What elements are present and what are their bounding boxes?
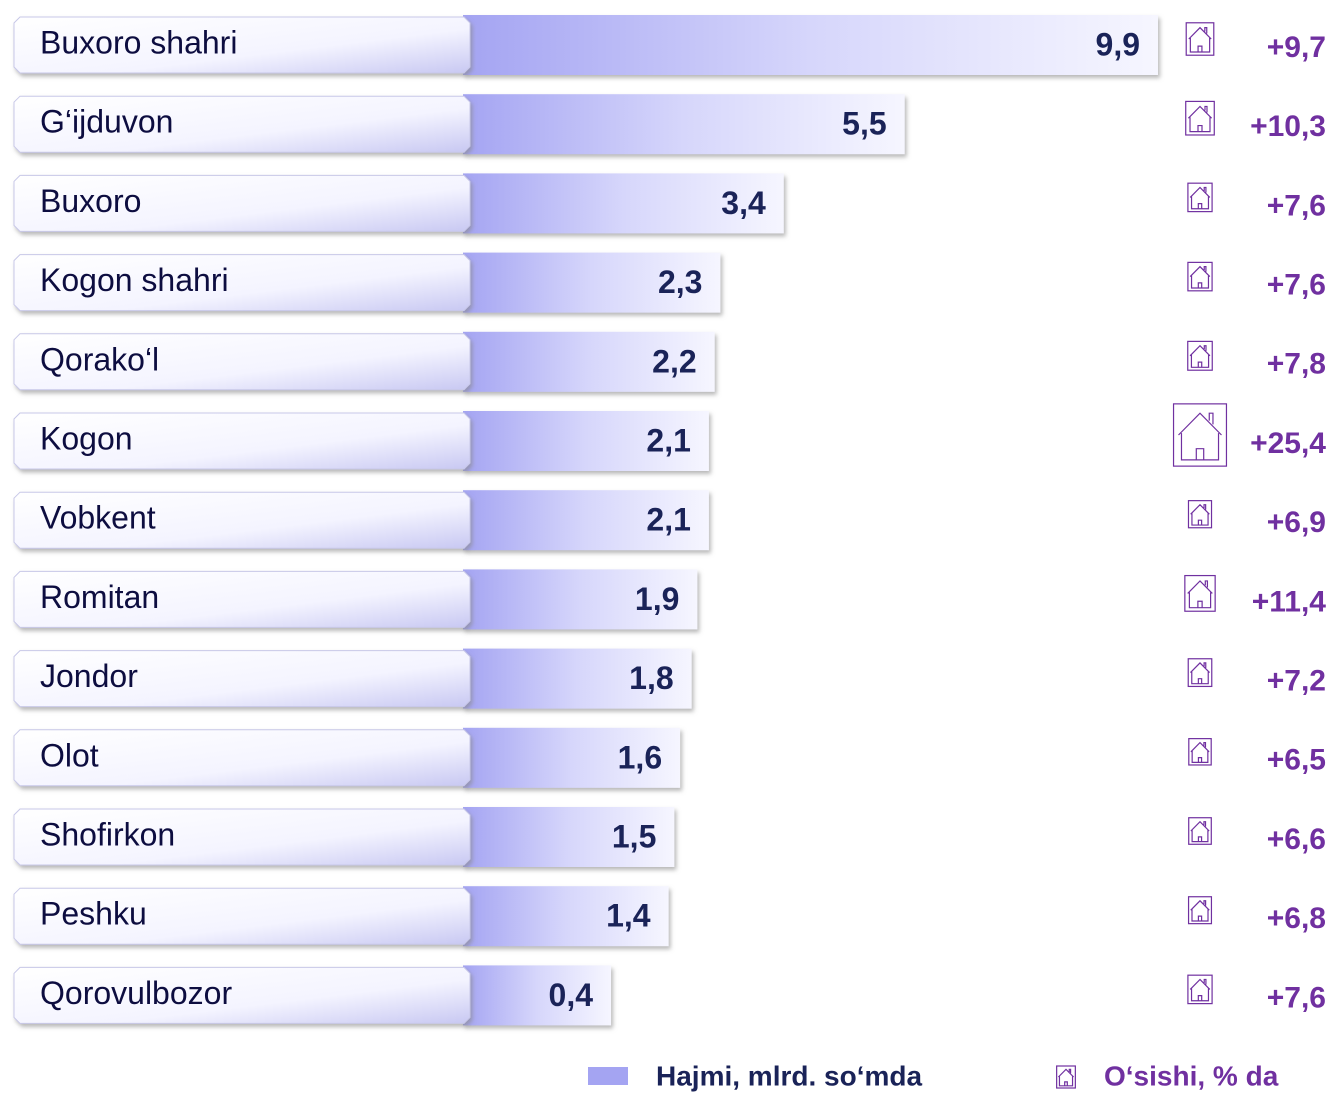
growth-icon (1185, 22, 1215, 56)
house-outline (1057, 1068, 1075, 1087)
legend-label: Hajmi, mlrd. so‘mda (656, 1060, 922, 1091)
growth-label: +11,4 (1252, 585, 1327, 618)
bar (463, 94, 905, 155)
growth-icon (1184, 574, 1216, 612)
value-label: 3,4 (721, 185, 766, 221)
value-label: 2,1 (646, 422, 690, 458)
house-outline (1190, 503, 1210, 526)
value-label: 1,8 (629, 660, 673, 696)
category-label: Buxoro shahri (40, 24, 237, 60)
category-box (13, 16, 471, 74)
bar (463, 15, 1158, 75)
bar (463, 173, 784, 234)
growth-label: +9,7 (1267, 31, 1326, 64)
bar (463, 886, 669, 947)
growth-label: +6,5 (1267, 744, 1326, 777)
bar (463, 252, 721, 313)
category-box (13, 887, 471, 945)
category-label: Qorako‘l (40, 341, 159, 377)
category-box (13, 333, 471, 391)
legend-swatch (588, 1067, 628, 1085)
house-outline (1189, 186, 1211, 210)
growth-icon (1187, 896, 1213, 925)
value-label: 9,9 (1096, 26, 1140, 62)
category-label: Vobkent (40, 500, 156, 536)
bar (463, 648, 692, 709)
legend-icon (1056, 1065, 1076, 1089)
house-outline (1189, 265, 1211, 289)
house-outline (1188, 26, 1212, 53)
house-outline (1190, 899, 1210, 922)
category-label: Shofirkon (40, 816, 175, 852)
value-label: 1,4 (606, 898, 651, 934)
growth-label: +7,2 (1267, 665, 1326, 698)
growth-icon (1172, 403, 1228, 467)
category-box (13, 729, 471, 787)
growth-icon (1188, 817, 1212, 845)
growth-icon (1187, 182, 1213, 213)
growth-label: +6,8 (1267, 902, 1326, 935)
house-outline (1189, 344, 1211, 368)
category-box (13, 254, 471, 312)
value-label: 2,2 (652, 343, 696, 379)
value-label: 2,1 (646, 502, 690, 538)
value-label: 2,3 (658, 264, 702, 300)
category-box (13, 491, 471, 549)
bar (463, 727, 681, 788)
growth-icon (1187, 500, 1213, 529)
legend-label: O‘sishi, % da (1104, 1060, 1279, 1091)
house-outline (1187, 105, 1213, 133)
category-box (13, 808, 471, 866)
category-label: Kogon shahri (40, 262, 229, 298)
category-label: Kogon (40, 420, 133, 456)
growth-label: +7,8 (1267, 348, 1326, 381)
growth-icon (1187, 261, 1213, 292)
growth-icon (1187, 658, 1213, 688)
growth-label: +25,4 (1250, 427, 1326, 460)
growth-icon (1185, 100, 1215, 136)
growth-label: +7,6 (1267, 269, 1326, 302)
house-outline (1190, 662, 1210, 685)
value-label: 5,5 (842, 106, 886, 142)
category-box (13, 570, 471, 628)
house-outline (1178, 412, 1222, 461)
growth-label: +6,6 (1267, 823, 1326, 856)
house-outline (1187, 580, 1213, 609)
category-box (13, 95, 471, 153)
category-label: Peshku (40, 896, 147, 932)
growth-label: +6,9 (1267, 506, 1326, 539)
category-box (13, 650, 471, 708)
house-frame (1172, 403, 1228, 467)
house-outline (1190, 820, 1210, 843)
category-box (13, 174, 471, 232)
house-outline (1190, 741, 1210, 763)
growth-label: +10,3 (1250, 110, 1326, 143)
growth-icon (1187, 974, 1213, 1005)
growth-label: +7,6 (1267, 189, 1326, 222)
category-label: Jondor (40, 658, 138, 694)
growth-label: +7,6 (1267, 981, 1326, 1014)
value-label: 1,5 (612, 818, 656, 854)
category-label: Olot (40, 737, 99, 773)
value-label: 1,6 (618, 739, 662, 775)
growth-icon (1187, 340, 1213, 371)
value-label: 0,4 (549, 977, 594, 1013)
bar (463, 411, 709, 471)
bar (463, 331, 715, 392)
growth-icon (1188, 738, 1212, 766)
category-label: G‘ijduvon (40, 104, 173, 140)
bar (463, 490, 709, 551)
category-label: Qorovulbozor (40, 975, 232, 1011)
bar (463, 965, 612, 1026)
bar (463, 807, 675, 867)
house-outline (1189, 978, 1211, 1002)
category-label: Buxoro (40, 183, 141, 219)
category-box (13, 966, 471, 1024)
category-label: Romitan (40, 579, 159, 615)
value-label: 1,9 (635, 581, 679, 617)
bar (463, 569, 698, 630)
category-box (13, 412, 471, 470)
